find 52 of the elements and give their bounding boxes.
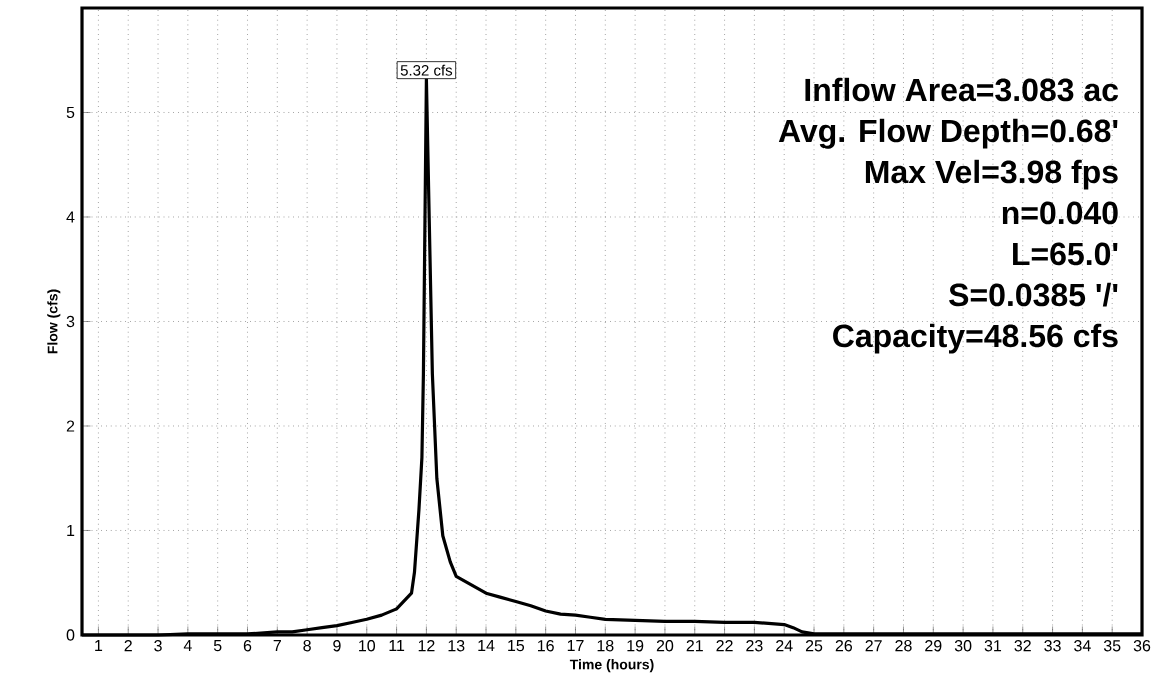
x-tick-label: 27 (865, 640, 882, 652)
y-tick-label: 0 (66, 629, 75, 641)
x-tick-label: 9 (333, 640, 341, 652)
y-tick-label: 1 (67, 524, 75, 536)
x-tick-label: 16 (537, 640, 554, 652)
x-tick-label: 7 (273, 640, 281, 652)
annotation: L=65.0' (1013, 242, 1118, 266)
annotation: 5.32 cfs (400, 64, 453, 76)
x-tick-label: 8 (303, 640, 311, 652)
x-tick-label: 15 (508, 640, 525, 652)
x-tick-label: 14 (478, 640, 495, 652)
x-tick-label: 26 (835, 640, 853, 652)
annotation: S=0.0385 '/' (949, 282, 1118, 307)
x-tick-label: 17 (567, 640, 584, 652)
x-tick-label: 13 (448, 640, 465, 652)
x-tick-label: 11 (389, 640, 405, 652)
x-tick-label: 24 (776, 640, 793, 652)
x-tick-label: 25 (805, 640, 823, 652)
annotation: Avg. Flow Depth=0.68' (778, 118, 1118, 149)
x-tick-label: 6 (243, 640, 252, 652)
annotation: Capacity=48.56 cfs (833, 323, 1118, 354)
y-axis-title: Flow (cfs) (47, 289, 61, 354)
x-tick-label: 30 (954, 640, 972, 652)
x-tick-label: 4 (183, 640, 192, 652)
x-tick-label: 18 (597, 640, 614, 652)
y-tick-label: 3 (66, 315, 75, 328)
x-tick-label: 34 (1074, 640, 1091, 652)
annotation: Inflow Area=3.083 ac (805, 77, 1119, 102)
x-tick-label: 22 (716, 640, 733, 652)
x-tick-label: 1 (95, 640, 103, 652)
x-tick-label: 19 (627, 640, 644, 652)
x-tick-label: 32 (1014, 640, 1031, 652)
x-tick-label: 5 (213, 640, 222, 652)
x-tick-label: 35 (1103, 640, 1121, 652)
x-tick-label: 31 (984, 640, 1002, 652)
x-tick-label: 2 (124, 640, 132, 652)
x-tick-label: 20 (656, 640, 674, 652)
x-tick-label: 12 (418, 640, 435, 652)
x-tick-label: 33 (1044, 640, 1061, 652)
y-tick-label: 4 (66, 211, 75, 223)
x-axis-title: Time (hours) (569, 659, 654, 673)
annotation: n=0.040 (1002, 201, 1118, 225)
y-tick-label: 5 (66, 106, 75, 119)
x-tick-label: 23 (746, 640, 763, 652)
y-tick-label: 2 (66, 420, 75, 432)
x-tick-label: 29 (925, 640, 942, 652)
x-tick-label: 28 (895, 640, 912, 652)
x-tick-label: 21 (686, 640, 703, 652)
x-tick-label: 3 (154, 640, 162, 652)
x-tick-label: 36 (1133, 640, 1151, 652)
annotation: Max Vel=3.98 fps (865, 159, 1118, 190)
x-tick-label: 10 (359, 640, 376, 652)
